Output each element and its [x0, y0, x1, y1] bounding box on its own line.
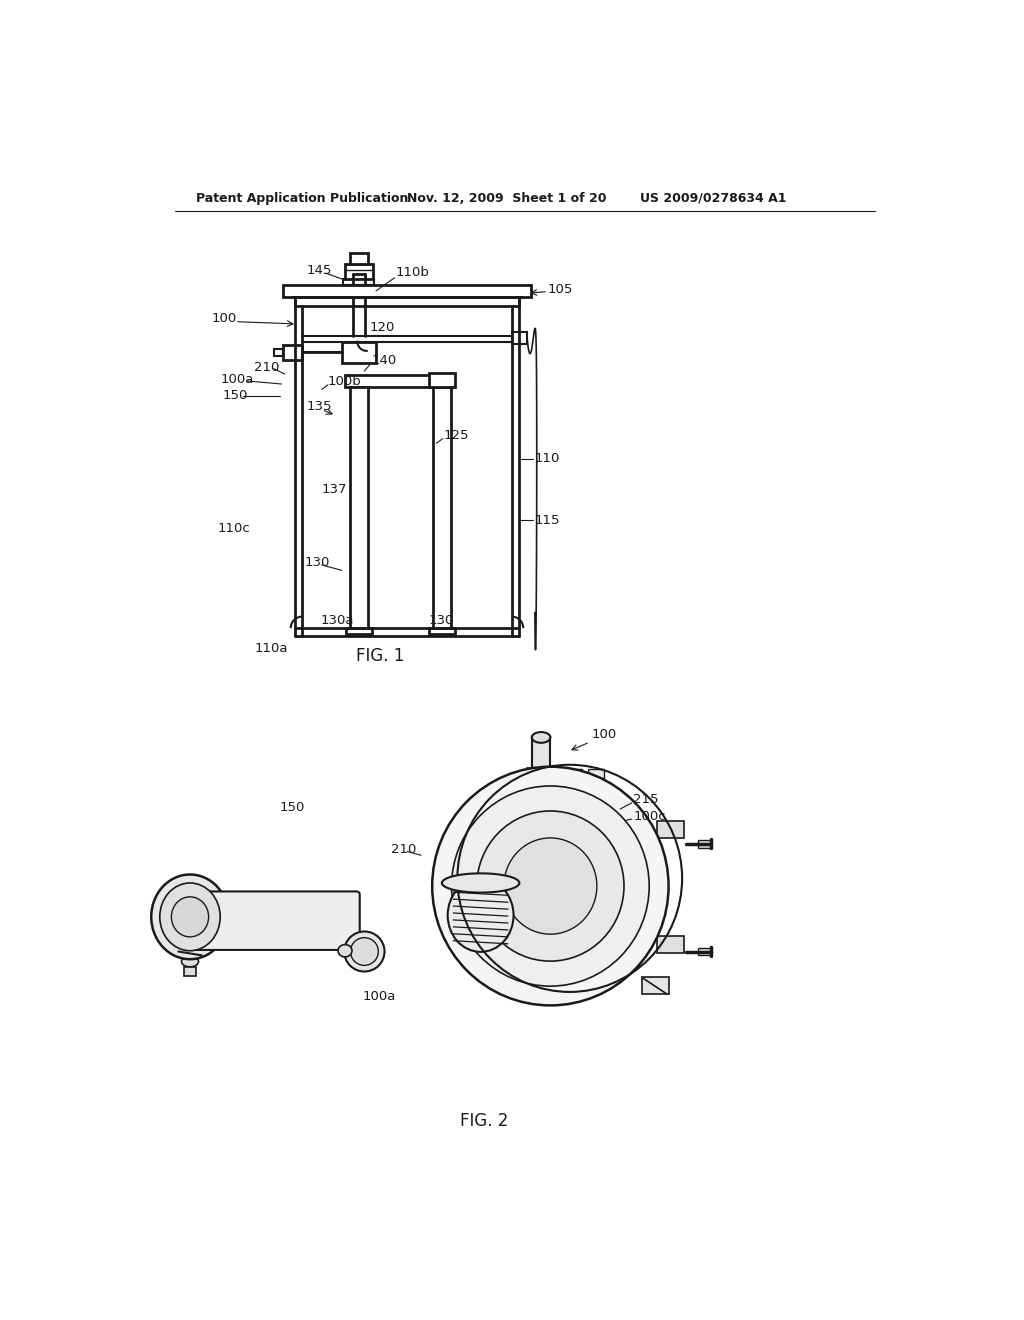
- Text: 210: 210: [254, 362, 280, 375]
- Ellipse shape: [350, 937, 378, 965]
- Text: US 2009/0278634 A1: US 2009/0278634 A1: [640, 191, 786, 205]
- Text: 100: 100: [592, 727, 616, 741]
- Text: 145: 145: [306, 264, 332, 277]
- Bar: [566, 770, 583, 779]
- Text: Nov. 12, 2009  Sheet 1 of 20: Nov. 12, 2009 Sheet 1 of 20: [407, 191, 606, 205]
- Ellipse shape: [477, 810, 624, 961]
- Bar: [657, 821, 684, 838]
- Bar: [346, 628, 372, 635]
- Text: 130: 130: [305, 556, 330, 569]
- Bar: [523, 770, 539, 779]
- Text: 110c: 110c: [217, 521, 250, 535]
- Ellipse shape: [442, 874, 519, 892]
- Ellipse shape: [181, 956, 199, 966]
- Ellipse shape: [531, 733, 550, 743]
- Text: 100c: 100c: [633, 810, 666, 824]
- Text: 100a: 100a: [362, 990, 396, 1003]
- Bar: [283, 345, 302, 360]
- Text: 125: 125: [443, 429, 469, 442]
- Ellipse shape: [338, 945, 352, 957]
- Bar: [342, 342, 376, 363]
- Bar: [432, 387, 452, 628]
- Bar: [697, 840, 711, 847]
- Ellipse shape: [432, 767, 669, 1006]
- Bar: [183, 966, 197, 977]
- Bar: [642, 977, 669, 994]
- Text: 120: 120: [370, 321, 395, 334]
- Bar: [345, 264, 373, 280]
- Bar: [531, 738, 550, 772]
- Text: 110: 110: [535, 453, 560, 465]
- Bar: [343, 280, 375, 285]
- Text: 130a: 130a: [321, 614, 353, 627]
- Bar: [527, 768, 555, 775]
- Bar: [429, 628, 455, 635]
- Text: 100a: 100a: [221, 372, 254, 385]
- Ellipse shape: [344, 932, 385, 972]
- Ellipse shape: [160, 883, 220, 950]
- Text: FIG. 1: FIG. 1: [356, 647, 404, 665]
- Text: 105: 105: [548, 282, 573, 296]
- Ellipse shape: [152, 874, 228, 960]
- Text: 137: 137: [322, 483, 347, 496]
- Ellipse shape: [452, 785, 649, 986]
- Text: 130: 130: [429, 614, 454, 627]
- Text: 150: 150: [222, 389, 248, 403]
- Text: Patent Application Publication: Patent Application Publication: [197, 191, 409, 205]
- FancyBboxPatch shape: [190, 891, 359, 950]
- Bar: [545, 770, 560, 779]
- Bar: [697, 948, 711, 956]
- Ellipse shape: [171, 896, 209, 937]
- Bar: [589, 770, 604, 779]
- Text: 115: 115: [535, 513, 560, 527]
- Ellipse shape: [447, 879, 514, 952]
- Text: 210: 210: [391, 843, 417, 857]
- Text: 135: 135: [306, 400, 332, 413]
- Text: FIG. 2: FIG. 2: [461, 1111, 509, 1130]
- Bar: [345, 375, 442, 387]
- Text: 150: 150: [280, 801, 304, 814]
- Bar: [512, 331, 527, 345]
- Bar: [349, 253, 369, 264]
- Bar: [429, 374, 455, 387]
- Bar: [349, 387, 369, 628]
- Ellipse shape: [504, 838, 597, 935]
- Text: 215: 215: [633, 793, 658, 807]
- Ellipse shape: [566, 796, 582, 809]
- Text: 100b: 100b: [328, 375, 361, 388]
- Text: 100: 100: [212, 312, 237, 325]
- Text: 110b: 110b: [395, 265, 429, 279]
- Text: 140: 140: [372, 354, 396, 367]
- Bar: [273, 348, 283, 356]
- Text: 110a: 110a: [254, 642, 288, 655]
- Bar: [283, 285, 531, 297]
- Bar: [657, 936, 684, 953]
